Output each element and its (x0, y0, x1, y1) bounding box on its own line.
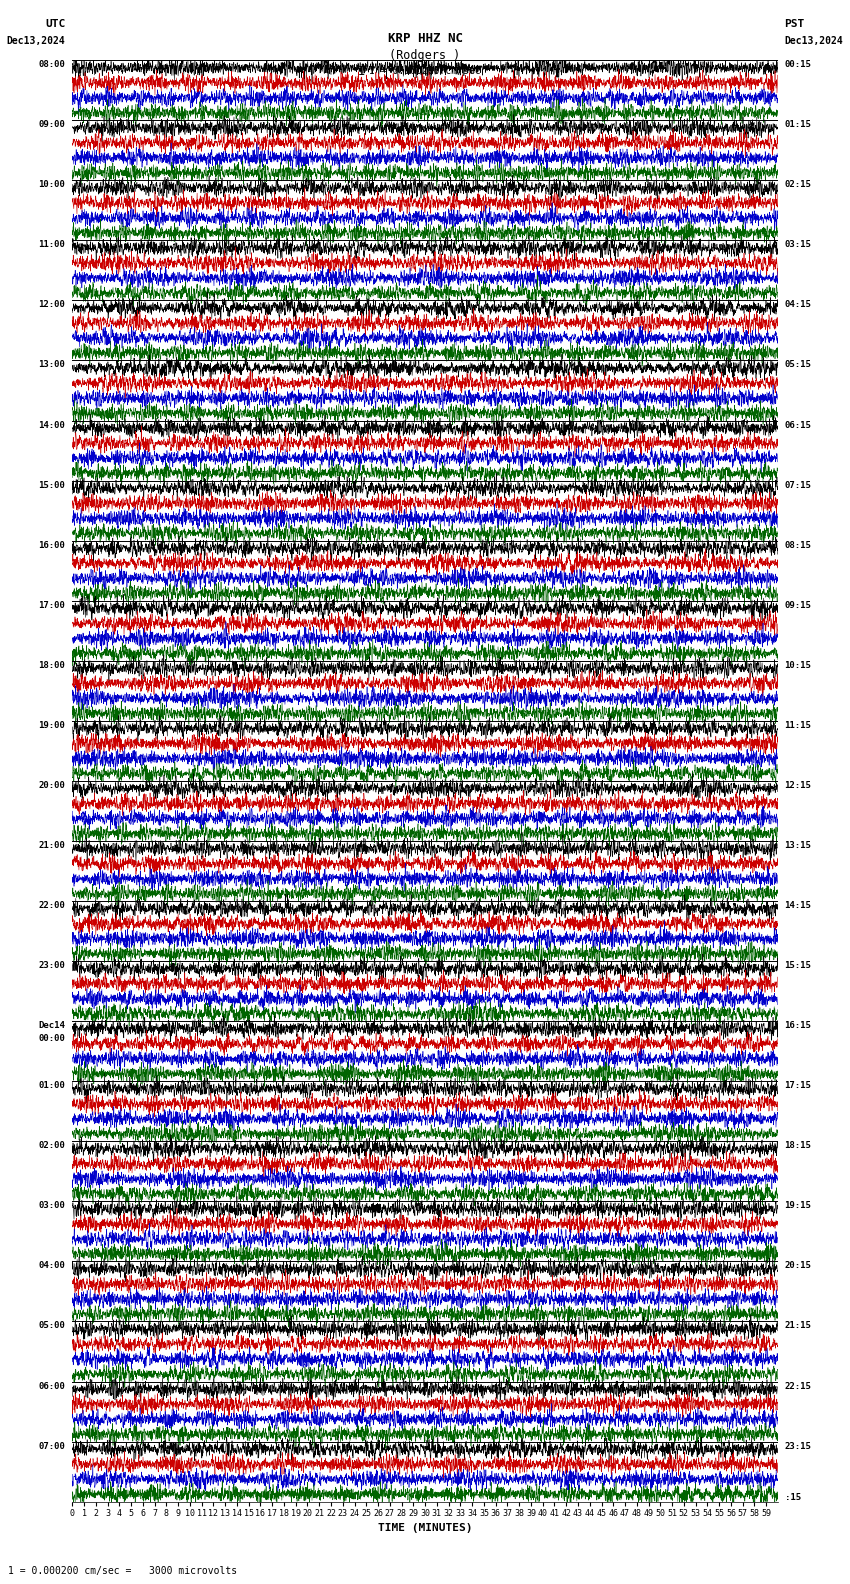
Text: Dec13,2024: Dec13,2024 (7, 36, 65, 46)
Text: 21:15: 21:15 (785, 1321, 812, 1331)
Text: 08:15: 08:15 (785, 540, 812, 550)
Text: 19:15: 19:15 (785, 1201, 812, 1210)
Text: 07:15: 07:15 (785, 480, 812, 489)
Text: 12:15: 12:15 (785, 781, 812, 790)
Text: 07:00: 07:00 (38, 1441, 65, 1451)
Text: KRP HHZ NC: KRP HHZ NC (388, 32, 462, 44)
Text: 19:00: 19:00 (38, 721, 65, 730)
Text: UTC: UTC (45, 19, 65, 29)
Text: 12:00: 12:00 (38, 301, 65, 309)
Text: 17:15: 17:15 (785, 1082, 812, 1090)
Text: 16:15: 16:15 (785, 1022, 812, 1030)
Text: 09:15: 09:15 (785, 600, 812, 610)
Text: 20:15: 20:15 (785, 1261, 812, 1270)
Text: 06:00: 06:00 (38, 1381, 65, 1391)
Text: 22:15: 22:15 (785, 1381, 812, 1391)
Text: 18:00: 18:00 (38, 661, 65, 670)
Text: 11:00: 11:00 (38, 241, 65, 249)
Text: 03:00: 03:00 (38, 1201, 65, 1210)
Text: Dec13,2024: Dec13,2024 (785, 36, 843, 46)
Text: :15: :15 (785, 1492, 801, 1502)
Text: 1 = 0.000200 cm/sec =   3000 microvolts: 1 = 0.000200 cm/sec = 3000 microvolts (8, 1567, 238, 1576)
Text: 23:00: 23:00 (38, 961, 65, 969)
Text: 18:15: 18:15 (785, 1140, 812, 1150)
X-axis label: TIME (MINUTES): TIME (MINUTES) (377, 1524, 473, 1533)
Text: (Rodgers ): (Rodgers ) (389, 49, 461, 62)
Text: 15:00: 15:00 (38, 480, 65, 489)
Text: 17:00: 17:00 (38, 600, 65, 610)
Text: 05:15: 05:15 (785, 361, 812, 369)
Text: 10:00: 10:00 (38, 181, 65, 190)
Text: 11:15: 11:15 (785, 721, 812, 730)
Text: 20:00: 20:00 (38, 781, 65, 790)
Text: I = 0.000200 cm/sec: I = 0.000200 cm/sec (369, 67, 481, 76)
Text: 16:00: 16:00 (38, 540, 65, 550)
Text: 15:15: 15:15 (785, 961, 812, 969)
Text: 04:00: 04:00 (38, 1261, 65, 1270)
Text: 05:00: 05:00 (38, 1321, 65, 1331)
Text: 09:00: 09:00 (38, 120, 65, 130)
Text: 08:00: 08:00 (38, 60, 65, 70)
Text: Dec14: Dec14 (38, 1022, 65, 1030)
Text: 00:15: 00:15 (785, 60, 812, 70)
Text: 22:00: 22:00 (38, 901, 65, 911)
Text: 01:15: 01:15 (785, 120, 812, 130)
Text: 06:15: 06:15 (785, 421, 812, 429)
Text: 00:00: 00:00 (38, 1034, 65, 1042)
Text: I: I (358, 65, 365, 78)
Text: 02:00: 02:00 (38, 1140, 65, 1150)
Text: 14:15: 14:15 (785, 901, 812, 911)
Text: PST: PST (785, 19, 805, 29)
Text: 04:15: 04:15 (785, 301, 812, 309)
Text: 01:00: 01:00 (38, 1082, 65, 1090)
Text: 10:15: 10:15 (785, 661, 812, 670)
Text: 13:00: 13:00 (38, 361, 65, 369)
Text: 02:15: 02:15 (785, 181, 812, 190)
Text: 14:00: 14:00 (38, 421, 65, 429)
Text: 23:15: 23:15 (785, 1441, 812, 1451)
Text: 03:15: 03:15 (785, 241, 812, 249)
Text: 21:00: 21:00 (38, 841, 65, 851)
Text: 13:15: 13:15 (785, 841, 812, 851)
